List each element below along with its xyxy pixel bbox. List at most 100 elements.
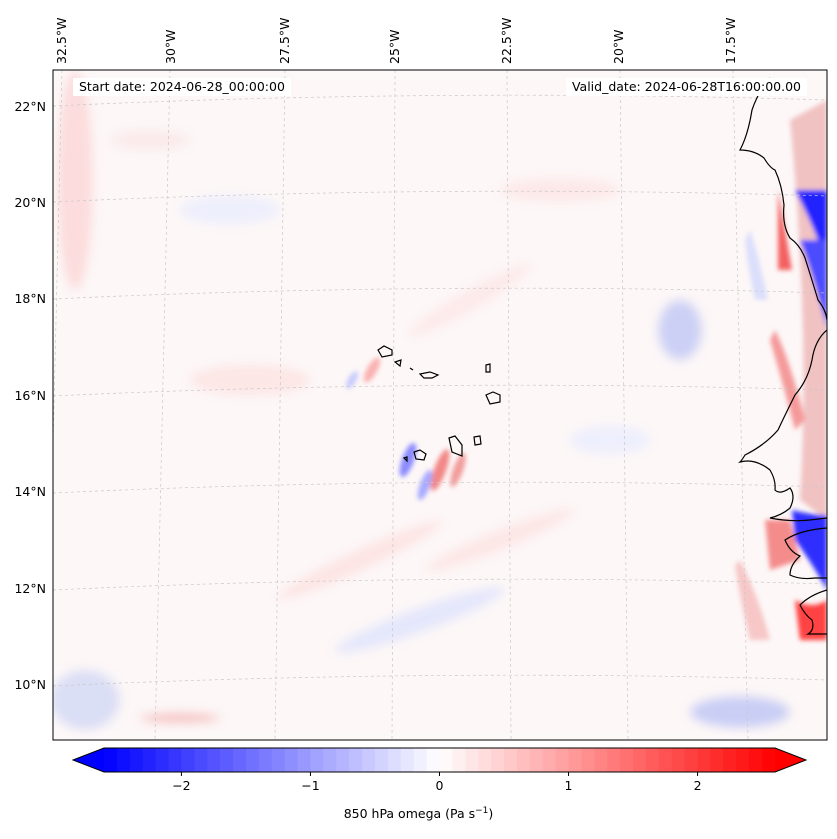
island-sal <box>485 363 491 373</box>
colorbar-cell <box>749 748 763 772</box>
colorbar-cell <box>542 748 557 772</box>
colorbar-cell <box>194 748 208 772</box>
colorbar-cell <box>504 748 518 772</box>
lat-label: 16°N <box>14 388 46 403</box>
colorbar-cell <box>142 748 157 772</box>
colorbar-cell <box>439 748 454 772</box>
colorbar-cell <box>387 748 402 772</box>
colorbar-cell <box>710 748 724 772</box>
colorbar-cell <box>258 748 273 772</box>
colorbar-cell <box>684 748 699 772</box>
colorbar-ticks: −2 −1 0 1 2 <box>172 772 702 793</box>
colorbar-cell <box>478 748 492 772</box>
colorbar-label-main: 850 hPa omega (Pa s <box>343 806 476 822</box>
colorbar-tick-label: −1 <box>301 778 319 793</box>
colorbar-cell <box>762 748 776 772</box>
colorbar-low-extension <box>73 748 104 772</box>
colorbar-tick-label: −2 <box>172 778 190 793</box>
colorbar-label-exponent: −1 <box>475 806 489 816</box>
colorbar-cells <box>104 748 776 772</box>
lon-label: 32.5°W <box>54 18 69 64</box>
island-sao-vicente <box>393 359 402 368</box>
colorbar-tick-label: 2 <box>694 778 702 793</box>
colorbar-cell <box>400 748 415 772</box>
island-brava <box>402 456 408 463</box>
colorbar-cell <box>529 748 544 772</box>
colorbar-cell <box>645 748 660 772</box>
colorbar-tick-label: 0 <box>436 778 444 793</box>
colorbar-cell <box>220 748 234 772</box>
lat-labels: 22°N 20°N 18°N 16°N 14°N 12°N 10°N <box>14 99 46 692</box>
plot-frame <box>52 69 828 741</box>
colorbar-cell <box>658 748 673 772</box>
colorbar-cell <box>633 748 647 772</box>
lat-label: 22°N <box>14 99 46 114</box>
island-santo-antao <box>377 345 393 358</box>
colorbar-high-extension <box>775 748 806 772</box>
lon-label: 25°W <box>387 29 402 64</box>
lat-label: 10°N <box>14 677 46 692</box>
african-coastline <box>737 77 827 635</box>
colorbar-cell <box>736 748 750 772</box>
lat-label: 20°N <box>14 195 46 210</box>
colorbar-cell <box>555 748 570 772</box>
colorbar-cell <box>465 748 479 772</box>
island-santiago <box>448 435 463 457</box>
island-boa-vista <box>485 391 501 405</box>
island-sao-nicolau <box>418 371 440 379</box>
lon-label: 30°W <box>163 29 178 64</box>
colorbar-tick-label: 1 <box>565 778 573 793</box>
colorbar-cell <box>168 748 183 772</box>
graticule <box>53 70 827 740</box>
colorbar-cell <box>697 748 712 772</box>
omega-field <box>53 70 827 740</box>
island-santa-luzia <box>409 367 414 371</box>
colorbar-cell <box>607 748 621 772</box>
colorbar-cell <box>374 748 389 772</box>
colorbar-cell <box>284 748 299 772</box>
colorbar-cell <box>245 748 260 772</box>
colorbar-label-end: ) <box>488 806 494 822</box>
colorbar-cell <box>271 748 286 772</box>
valid-date-label: Valid_date: 2024-06-28T16:00:00.00 <box>565 78 807 96</box>
colorbar-cell <box>297 748 312 772</box>
colorbar-cell <box>594 748 608 772</box>
colorbar-cell <box>104 748 118 772</box>
lon-labels: 32.5°W 30°W 27.5°W 25°W 22.5°W 20°W 17.5… <box>54 18 738 64</box>
colorbar-cell <box>323 748 337 772</box>
colorbar-cell <box>568 748 583 772</box>
colorbar-cell <box>129 748 144 772</box>
colorbar-cell <box>671 748 686 772</box>
colorbar-cell <box>336 748 350 772</box>
colorbar-cell <box>310 748 324 772</box>
colorbar-cell <box>620 748 634 772</box>
colorbar-cell <box>349 748 363 772</box>
lon-label: 22.5°W <box>499 18 514 64</box>
colorbar-cell <box>581 748 595 772</box>
colorbar-cell <box>723 748 737 772</box>
lon-label: 20°W <box>611 29 626 64</box>
colorbar-cell <box>516 748 531 772</box>
colorbar-cell <box>181 748 195 772</box>
colorbar-cell <box>207 748 221 772</box>
colorbar-cell <box>116 748 131 772</box>
colorbar-cell <box>362 748 376 772</box>
lat-label: 12°N <box>14 581 46 596</box>
coastlines <box>377 77 827 635</box>
colorbar-cell <box>452 748 466 772</box>
colorbar-cell <box>413 748 428 772</box>
colorbar-cell <box>155 748 170 772</box>
island-fogo <box>413 449 427 461</box>
colorbar-cell <box>491 748 505 772</box>
colorbar: −2 −1 0 1 2 <box>71 747 808 793</box>
lon-label: 27.5°W <box>277 18 292 64</box>
lon-label: 17.5°W <box>723 18 738 64</box>
colorbar-outline <box>71 747 808 773</box>
island-maio <box>473 435 482 446</box>
lat-label: 14°N <box>14 484 46 499</box>
colorbar-cell <box>233 748 247 772</box>
colorbar-cell <box>426 748 441 772</box>
start-date-label: Start date: 2024-06-28_00:00:00 <box>73 78 291 96</box>
lat-label: 18°N <box>14 291 46 306</box>
